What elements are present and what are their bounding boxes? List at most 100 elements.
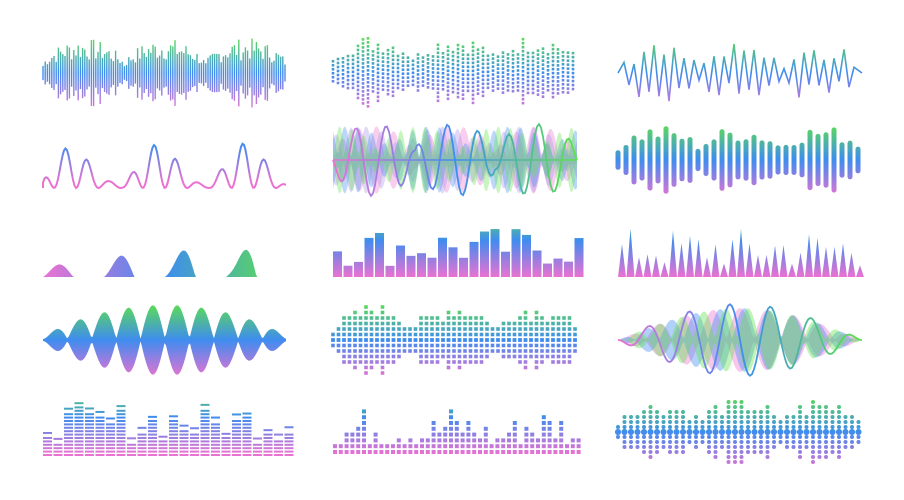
wave-dot <box>541 63 545 66</box>
wave-dot <box>366 77 370 80</box>
stack-dot <box>524 432 529 437</box>
wave-dot <box>468 360 473 364</box>
equalizer-segment <box>53 447 63 450</box>
wave-dot <box>752 425 757 429</box>
wave-dot <box>817 415 822 419</box>
wave-dot <box>523 338 528 342</box>
wave-dot <box>561 66 565 70</box>
stack-dot <box>420 444 424 449</box>
stack-dot <box>414 444 419 449</box>
equalizer-segment <box>95 437 105 439</box>
wave-dot <box>436 63 440 67</box>
wave-dot <box>713 435 718 439</box>
wave-bar <box>623 144 629 176</box>
wave-dot <box>571 75 575 79</box>
wave-dot <box>541 67 545 70</box>
wave-dot <box>765 405 770 409</box>
equalizer-segment <box>179 440 189 443</box>
wave-dot <box>366 93 370 96</box>
wave-dot <box>556 72 560 75</box>
wave-dot <box>571 87 575 91</box>
wave-dot <box>386 88 390 92</box>
stack-dot <box>466 450 471 454</box>
wave-dot <box>556 343 561 348</box>
wave-dot <box>551 51 555 55</box>
wave-dot <box>785 445 789 449</box>
wave-dot <box>719 429 725 435</box>
wave-dot <box>369 310 374 315</box>
wave-dot <box>411 67 415 71</box>
wave-dot <box>641 429 647 435</box>
wave-dot <box>386 80 390 84</box>
wave-dot <box>413 343 418 348</box>
equalizer-segment <box>263 450 273 453</box>
wave-dot <box>456 43 460 47</box>
wave-dot <box>785 425 789 429</box>
wave-dot <box>635 415 640 419</box>
wave-dot <box>746 410 750 414</box>
wave-dot <box>430 316 434 320</box>
waveform-dense-spikes <box>42 38 286 108</box>
equalizer-segment <box>263 440 273 443</box>
wave-dot <box>364 349 368 353</box>
wave-dot <box>491 65 495 68</box>
wave-bar <box>687 137 693 183</box>
equalizer-segment <box>179 433 189 436</box>
wave-dot <box>342 321 346 326</box>
equalizer-segment <box>148 423 157 426</box>
wave-dot <box>816 429 823 435</box>
wave-dot <box>375 354 379 359</box>
wave-dot <box>485 332 489 337</box>
wave-dot <box>451 66 455 70</box>
stack-dot <box>356 438 361 443</box>
wave-dot <box>540 316 544 320</box>
wave-dot <box>680 429 686 435</box>
stack-dot <box>344 450 349 454</box>
stack-dot <box>443 444 448 449</box>
wave-dot <box>364 338 368 342</box>
wave-dot <box>772 425 776 429</box>
wave-dot <box>507 332 511 337</box>
wave-dot <box>485 354 489 359</box>
wave-dot <box>351 82 355 86</box>
wave-dot <box>811 445 815 449</box>
equalizer-segment <box>200 437 210 439</box>
equalizer-bar <box>427 257 437 277</box>
wave-dot <box>397 349 401 353</box>
wave-bar <box>823 132 829 188</box>
wave-dot <box>366 53 370 56</box>
wave-dot <box>441 67 445 71</box>
stack-dot <box>547 426 552 431</box>
wave-dot <box>529 354 533 359</box>
wave-dot <box>371 54 375 57</box>
wave-dot <box>778 420 783 424</box>
stack-dot <box>391 444 395 449</box>
wave-dot <box>474 327 478 331</box>
wave-dot <box>824 440 828 444</box>
wave-dot <box>713 455 718 459</box>
wave-dot <box>837 440 841 444</box>
wave-dot <box>843 415 848 419</box>
wave-dot <box>567 338 572 342</box>
wave-dot <box>674 410 679 414</box>
stack-dot <box>501 450 506 454</box>
wave-dot <box>506 69 510 72</box>
wave-dot <box>461 89 465 93</box>
wave-dot <box>426 62 430 65</box>
wave-dot <box>441 59 445 63</box>
wave-dot <box>521 57 525 61</box>
wave-dot <box>474 321 478 326</box>
wave-dot <box>441 55 445 59</box>
stack-dot <box>367 450 372 454</box>
wave-dot <box>726 425 731 429</box>
wave-dot <box>791 440 796 444</box>
stack-dot <box>559 444 564 449</box>
wave-dot <box>811 405 815 409</box>
wave-dot <box>561 54 565 58</box>
wave-dot <box>479 360 484 364</box>
wave-dot <box>655 435 659 439</box>
wave-dot <box>713 450 718 454</box>
wave-dot <box>772 435 776 439</box>
wave-dot <box>526 55 530 59</box>
wave-dot <box>516 77 520 80</box>
